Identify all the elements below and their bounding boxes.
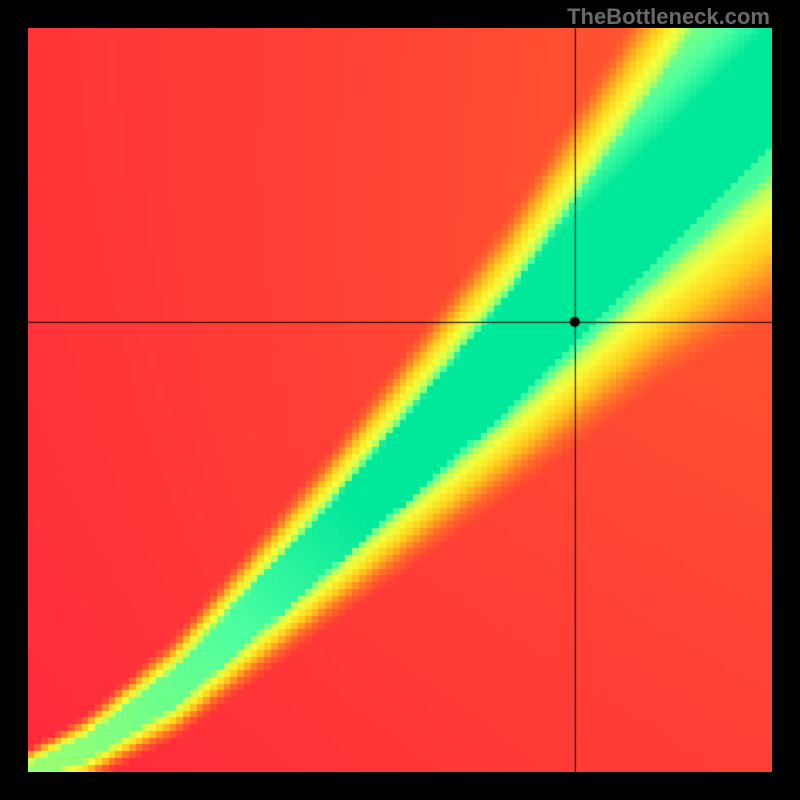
bottleneck-heatmap [28, 28, 772, 772]
chart-container: { "image_size": { "w": 800, "h": 800 }, … [0, 0, 800, 800]
watermark-text: TheBottleneck.com [567, 4, 770, 30]
